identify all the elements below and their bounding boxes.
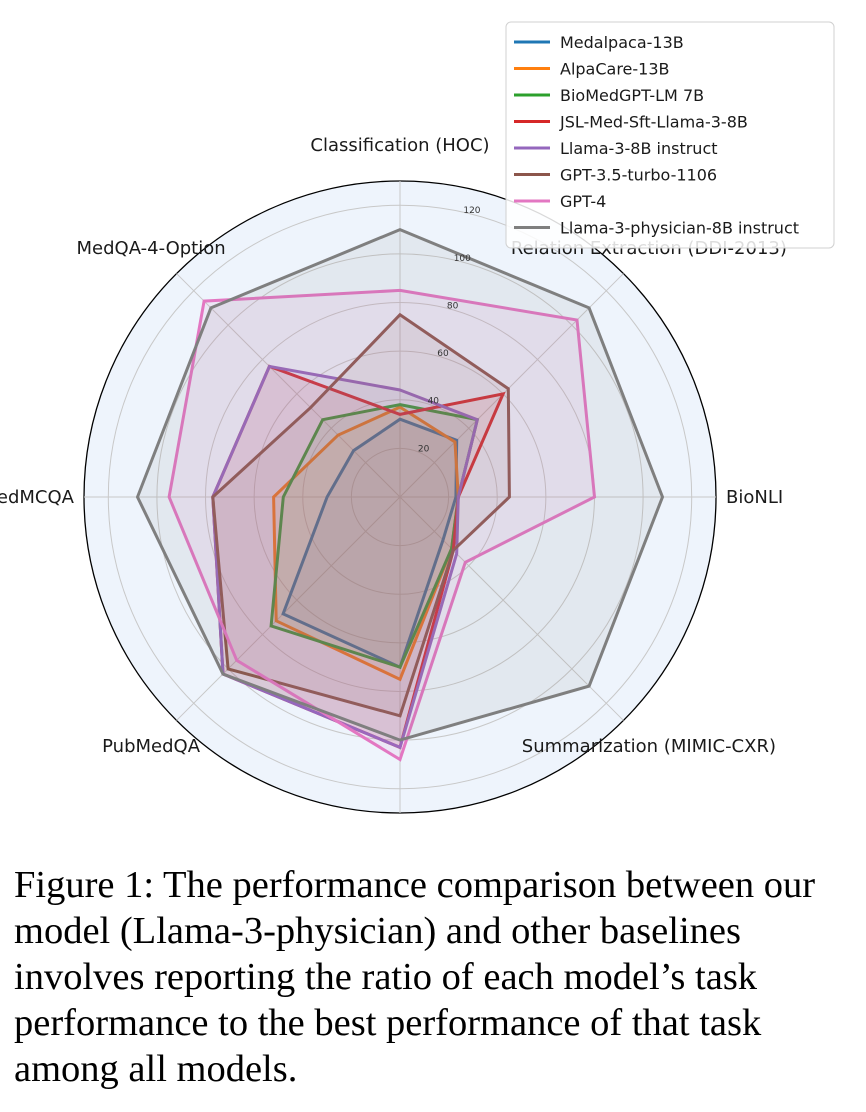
axis-label: MedQA-4-Option [77,238,226,259]
axis-label: BioNLI [726,487,783,508]
legend-label: GPT-4 [560,192,606,211]
radial-tick-label: 120 [463,206,480,216]
series-line [167,288,597,762]
radial-tick-label: 40 [428,397,440,407]
axis-label: PubMedQA [102,736,201,757]
legend: Medalpaca-13B AlpaCare-13B BioMedGPT-LM 7B… [505,21,835,249]
legend-label: Llama-3-8B instruct [560,139,718,158]
legend-label: Medalpaca-13B [560,33,684,52]
series-line [211,312,511,718]
series-fill [212,366,504,748]
radial-tick-labels: 20 40 60 80 100 120 [418,206,481,454]
radar-chart: Classification (HOC) Relation Extraction … [0,21,835,840]
legend-label: Llama-3-physician-8B instruct [560,219,799,238]
series-line [211,364,480,750]
grid-spoke [399,273,624,498]
grid-spoke [176,496,401,721]
legend-box [505,21,835,249]
grid-spoke [176,273,401,498]
series-line [135,227,665,742]
series-fill [271,404,478,668]
axis-label: MMLU-Medical [336,839,465,840]
axis-label: MedMCQA [0,487,75,508]
figure-caption: Figure 1: The performance comparison bet… [14,864,816,1090]
legend-label: BioMedGPT-LM 7B [560,86,704,105]
radar-svg: Classification (HOC)Relation Extraction … [0,21,835,840]
series-fill [169,290,595,760]
axis-label: Classification (HOC) [310,135,489,156]
series-fill [283,419,457,668]
legend-label: JSL-Med-Sft-Llama-3-8B [559,113,748,132]
series-fill [212,366,478,748]
axis-label: Summarization (MIMIC-CXR) [522,736,776,757]
series-line [272,405,460,682]
legend-label: AlpaCare-13B [560,60,670,79]
radial-tick-label: 100 [454,254,471,264]
series-group [135,227,665,762]
grid-spoke [399,496,624,721]
radial-tick-label: 20 [418,444,430,454]
series-fill [212,314,510,716]
legend-label: GPT-3.5-turbo-1106 [560,166,717,185]
radial-tick-label: 80 [447,301,459,311]
radial-tick-label: 60 [437,349,449,359]
series-fill [137,229,663,741]
series-fill [273,407,459,680]
